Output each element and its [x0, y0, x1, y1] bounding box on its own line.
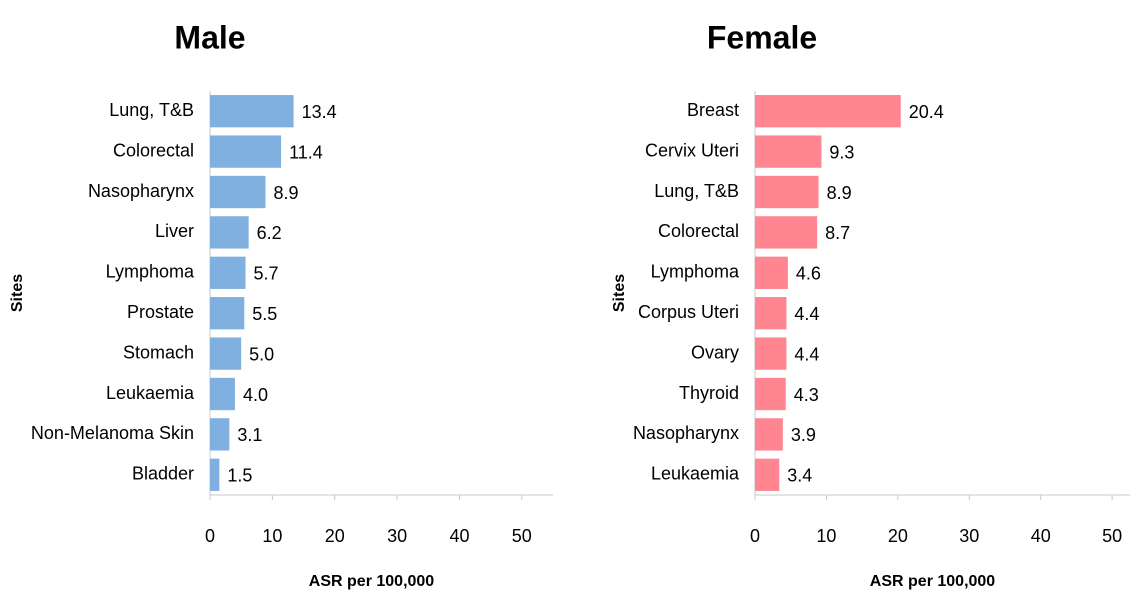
- bar: [755, 135, 822, 168]
- x-tick-label: 30: [387, 526, 407, 546]
- data-label: 5.5: [252, 304, 277, 324]
- data-label: 3.4: [787, 466, 812, 486]
- x-tick-label: 10: [262, 526, 282, 546]
- x-axis-label: ASR per 100,000: [870, 573, 996, 590]
- chart-title: Male: [174, 19, 245, 55]
- y-tick-label: Colorectal: [113, 140, 194, 160]
- bar: [210, 337, 242, 370]
- y-tick-label: Lymphoma: [651, 262, 740, 282]
- bar: [755, 256, 788, 289]
- data-label: 6.2: [257, 223, 282, 243]
- y-tick-label: Stomach: [123, 342, 194, 362]
- y-tick-label: Corpus Uteri: [638, 302, 739, 322]
- data-label: 8.9: [827, 183, 852, 203]
- bar: [755, 337, 787, 370]
- data-label: 20.4: [909, 102, 944, 122]
- bar: [755, 377, 786, 411]
- x-axis-label: ASR per 100,000: [309, 573, 435, 590]
- y-tick-label: Nasopharynx: [633, 423, 739, 443]
- chart-title: Female: [707, 19, 817, 55]
- bar: [210, 256, 246, 289]
- y-tick-label: Cervix Uteri: [645, 140, 739, 160]
- data-label: 13.4: [302, 102, 337, 122]
- data-label: 9.3: [829, 142, 854, 162]
- x-tick-label: 10: [816, 526, 836, 546]
- y-tick-label: Lung, T&B: [109, 100, 194, 120]
- x-tick-label: 20: [888, 526, 908, 546]
- data-label: 11.4: [289, 142, 323, 162]
- y-tick-label: Ovary: [691, 342, 739, 362]
- y-tick-label: Non-Melanoma Skin: [31, 423, 194, 443]
- y-axis-label: Sites: [9, 274, 26, 312]
- bar: [755, 458, 780, 491]
- y-tick-label: Nasopharynx: [88, 181, 194, 201]
- y-tick-label: Liver: [155, 221, 194, 241]
- bar: [210, 216, 249, 249]
- data-label: 5.0: [249, 344, 274, 364]
- bar: [210, 418, 230, 451]
- x-tick-label: 30: [959, 526, 979, 546]
- x-tick-label: 20: [325, 526, 345, 546]
- bar: [210, 95, 294, 128]
- y-tick-label: Leukaemia: [651, 464, 740, 484]
- y-tick-label: Bladder: [132, 464, 194, 484]
- bar: [755, 95, 901, 128]
- bar: [210, 458, 220, 491]
- data-label: 8.9: [274, 183, 299, 203]
- bar: [210, 377, 235, 411]
- y-tick-label: Lung, T&B: [654, 181, 739, 201]
- data-label: 3.1: [237, 425, 262, 445]
- bar: [755, 216, 818, 249]
- y-tick-label: Breast: [687, 100, 739, 120]
- bar: [755, 418, 783, 451]
- y-tick-label: Leukaemia: [106, 383, 195, 403]
- y-tick-label: Thyroid: [679, 383, 739, 403]
- data-label: 4.0: [243, 385, 268, 405]
- x-tick-label: 40: [449, 526, 469, 546]
- data-label: 4.6: [796, 264, 821, 284]
- data-label: 5.7: [254, 264, 279, 284]
- x-tick-label: 0: [750, 526, 760, 546]
- y-axis-label: Sites: [611, 274, 628, 312]
- x-tick-label: 50: [512, 526, 532, 546]
- y-tick-label: Colorectal: [658, 221, 739, 241]
- x-tick-label: 50: [1102, 526, 1122, 546]
- data-label: 3.9: [791, 425, 816, 445]
- data-label: 4.4: [794, 344, 819, 364]
- y-tick-label: Prostate: [127, 302, 194, 322]
- bar: [755, 175, 819, 209]
- x-tick-label: 40: [1031, 526, 1051, 546]
- bar: [210, 135, 282, 168]
- data-label: 4.3: [794, 385, 819, 405]
- bar: [755, 297, 787, 330]
- data-label: 4.4: [794, 304, 819, 324]
- x-tick-label: 0: [205, 526, 215, 546]
- data-label: 8.7: [825, 223, 850, 243]
- data-label: 1.5: [227, 466, 252, 486]
- bar: [210, 297, 245, 330]
- bar: [210, 175, 266, 209]
- y-tick-label: Lymphoma: [106, 262, 195, 282]
